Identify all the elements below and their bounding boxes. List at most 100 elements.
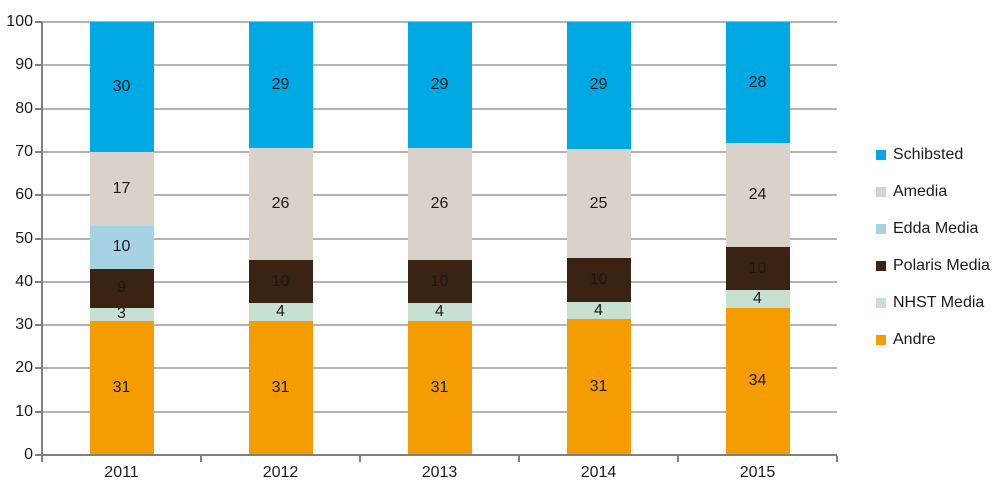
- y-axis-tick-label: 80: [15, 99, 33, 117]
- legend-item-edda-media: Edda Media: [876, 220, 990, 237]
- y-axis-tick-100: [35, 21, 42, 23]
- bar-segment-schibsted: 30: [89, 22, 154, 152]
- y-axis-tick-80: [35, 107, 42, 110]
- y-axis-tick-70: [35, 150, 42, 153]
- x-axis-tick-3: [518, 456, 520, 462]
- bar-segment-value: 31: [271, 378, 290, 396]
- bar-segment-amedia: 25: [566, 148, 631, 259]
- y-axis-tick-0: [35, 454, 42, 456]
- gridline-100: [42, 21, 837, 23]
- y-axis-tick-label: 60: [15, 186, 33, 204]
- x-axis-tick-2: [359, 456, 361, 462]
- bar-segment-polaris-media: 10: [566, 258, 631, 302]
- y-axis-tick-label: 70: [15, 142, 33, 160]
- y-axis-tick-label: 30: [15, 316, 33, 334]
- bar-segment-polaris-media: 10: [248, 260, 313, 304]
- bar-2011: 31 3 9 10 17 30: [89, 22, 154, 455]
- bar-segment-value: 29: [430, 75, 449, 93]
- legend-swatch-amedia: [876, 187, 886, 197]
- x-axis-tick-5: [836, 456, 838, 462]
- legend-label: Amedia: [893, 183, 948, 200]
- bar-segment-value: 3: [117, 305, 126, 323]
- bar-segment-value: 10: [112, 238, 131, 256]
- y-axis-tick-40: [35, 280, 42, 283]
- y-axis-tick-label: 20: [15, 359, 33, 377]
- y-axis-tick-90: [35, 64, 42, 67]
- y-axis-tick-10: [35, 410, 42, 413]
- x-axis-tick-0: [41, 456, 43, 462]
- legend-swatch-andre: [876, 335, 886, 345]
- bar-segment-value: 31: [112, 378, 131, 396]
- bar-segment-value: 10: [430, 272, 449, 290]
- bar-segment-value: 34: [748, 372, 767, 390]
- bar-segment-nhst-media: 4: [248, 303, 313, 321]
- y-axis-line: [41, 22, 43, 461]
- bar-segment-schibsted: 29: [566, 22, 631, 149]
- x-axis-tick-4: [677, 456, 679, 462]
- bar-segment-value: 29: [589, 76, 608, 94]
- bar-segment-nhst-media: 4: [407, 303, 472, 321]
- bar-segment-value: 10: [748, 259, 767, 277]
- bar-segment-nhst-media: 4: [566, 301, 631, 320]
- legend-swatch-edda-media: [876, 224, 886, 234]
- bar-segment-andre: 31: [248, 320, 313, 455]
- bar-segment-value: 10: [271, 272, 290, 290]
- bar-2015: 34 4 10 24 28: [725, 22, 790, 455]
- bar-segment-polaris-media: 10: [407, 260, 472, 304]
- bar-segment-andre: 31: [566, 319, 631, 455]
- legend-swatch-schibsted: [876, 150, 886, 160]
- legend-label: NHST Media: [893, 294, 985, 311]
- bar-segment-value: 17: [112, 179, 131, 197]
- bar-segment-value: 26: [271, 194, 290, 212]
- bar-segment-amedia: 17: [89, 151, 154, 226]
- legend-item-schibsted: Schibsted: [876, 146, 990, 163]
- bar-2013: 31 4 10 26 29: [407, 22, 472, 455]
- legend-item-nhst-media: NHST Media: [876, 294, 990, 311]
- legend-swatch-polaris-media: [876, 261, 886, 271]
- bar-segment-value: 10: [589, 271, 608, 289]
- y-axis-tick-label: 40: [15, 272, 33, 290]
- bar-segment-amedia: 26: [407, 147, 472, 261]
- bar-segment-schibsted: 28: [725, 22, 790, 144]
- legend-item-andre: Andre: [876, 331, 990, 348]
- bar-segment-andre: 31: [407, 320, 472, 455]
- bar-segment-value: 25: [589, 194, 608, 212]
- bar-segment-value: 30: [112, 77, 131, 95]
- x-axis-tick-1: [200, 456, 202, 462]
- bar-segment-value: 29: [271, 75, 290, 93]
- bar-segment-edda-media: 10: [89, 225, 154, 269]
- y-axis-tick-label: 50: [15, 229, 33, 247]
- bar-segment-value: 4: [435, 303, 444, 321]
- bar-segment-value: 4: [276, 303, 285, 321]
- bar-segment-schibsted: 29: [248, 22, 313, 148]
- bar-segment-nhst-media: 4: [725, 290, 790, 308]
- y-axis-tick-30: [35, 324, 42, 327]
- bar-segment-value: 31: [430, 378, 449, 396]
- bar-segment-value: 26: [430, 194, 449, 212]
- bar-segment-andre: 31: [89, 320, 154, 455]
- y-axis-tick-label: 10: [15, 402, 33, 420]
- bar-segment-value: 4: [594, 301, 603, 319]
- bar-segment-amedia: 24: [725, 143, 790, 248]
- legend-label: Andre: [893, 331, 936, 348]
- bar-segment-value: 28: [748, 73, 767, 91]
- legend: Schibsted Amedia Edda Media Polaris Media NH…: [876, 146, 990, 369]
- x-axis-category-label: 2014: [580, 464, 617, 481]
- bar-segment-value: 31: [589, 378, 608, 396]
- bar-segment-andre: 34: [725, 307, 790, 455]
- bar-segment-value: 24: [748, 186, 767, 204]
- bar-segment-nhst-media: 3: [89, 305, 154, 323]
- plot-area: 31 3 9 10 17 30 31 4 10 26 29 31 4 10 26 29 31 4 10 25 29 34 4…: [42, 22, 837, 455]
- bar-segment-value: 4: [753, 290, 762, 308]
- bar-segment-amedia: 26: [248, 147, 313, 261]
- bar-segment-polaris-media: 10: [725, 247, 790, 291]
- y-axis-tick-label: 100: [6, 13, 33, 30]
- legend-label: Edda Media: [893, 220, 979, 237]
- x-axis-category-label: 2012: [262, 464, 299, 481]
- bar-2014: 31 4 10 25 29: [566, 22, 631, 455]
- x-axis-category-label: 2011: [104, 464, 139, 481]
- x-axis-category-label: 2013: [421, 464, 458, 481]
- x-axis-category-label: 2015: [739, 464, 776, 481]
- legend-item-polaris-media: Polaris Media: [876, 257, 990, 274]
